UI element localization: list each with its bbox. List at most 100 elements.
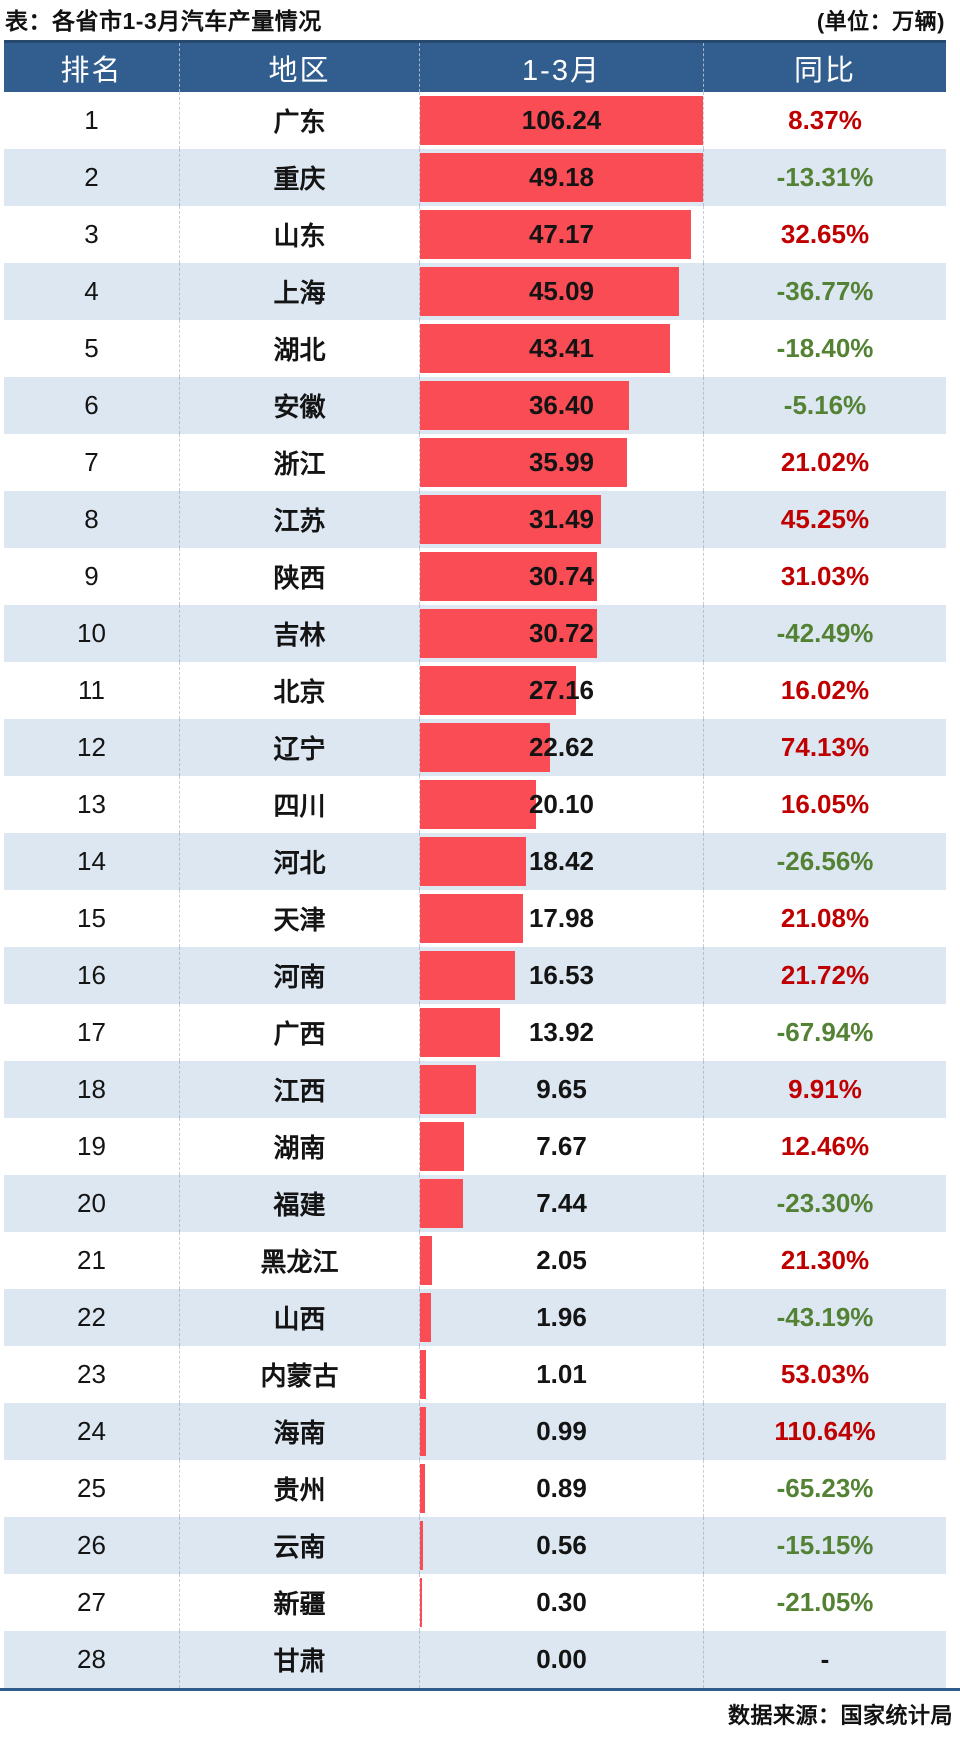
region-cell: 内蒙古 [179,1346,419,1403]
yoy-cell: 110.64% [703,1403,946,1460]
table-row: 21 黑龙江 2.05 21.30% [4,1232,946,1289]
col-header-rank: 排名 [60,54,123,87]
rank-cell: 2 [84,162,99,192]
table-row: 8 江苏 31.49 45.25% [4,491,946,548]
region-cell: 新疆 [179,1574,419,1631]
yoy-cell: 9.91% [703,1061,946,1118]
value-bar [420,1236,432,1285]
value-label: 22.62 [528,732,595,762]
value-label: 9.65 [536,1074,587,1104]
table-row: 23 内蒙古 1.01 53.03% [4,1346,946,1403]
value-cell: 47.17 [419,206,703,263]
value-cell: 2.05 [419,1232,703,1289]
region-cell: 重庆 [179,149,419,206]
region-cell: 山西 [179,1289,419,1346]
value-bar [420,1122,465,1171]
yoy-cell: 16.05% [703,776,946,833]
value-bar [420,210,692,259]
value-bar [420,609,597,658]
rank-cell: 18 [77,1074,106,1104]
region-cell: 湖北 [179,320,419,377]
table-body: 1 广东 106.24 8.37% 2 重庆 49.18 -13.31% 3 山… [4,92,946,1688]
value-bar [420,1464,426,1513]
unit-label: (单位：万辆) [816,9,945,34]
rank-cell: 25 [77,1473,106,1503]
value-bar [420,153,703,202]
value-label: 30.74 [528,561,595,591]
table-row: 15 天津 17.98 21.08% [4,890,946,947]
value-bar [420,723,551,772]
yoy-cell: -42.49% [703,605,946,662]
value-cell: 20.10 [419,776,703,833]
rank-cell: 14 [77,846,106,876]
region-cell: 天津 [179,890,419,947]
rank-cell: 19 [77,1131,106,1161]
rank-cell: 17 [77,1017,106,1047]
value-bar [420,1578,422,1627]
table-row: 4 上海 45.09 -36.77% [4,263,946,320]
value-cell: 0.99 [419,1403,703,1460]
yoy-cell: -36.77% [703,263,946,320]
yoy-cell: 8.37% [703,92,946,149]
region-cell: 黑龙江 [179,1232,419,1289]
col-header-region: 地区 [179,43,419,92]
yoy-cell: 53.03% [703,1346,946,1403]
value-bar [420,951,516,1000]
yoy-cell: -26.56% [703,833,946,890]
table-row: 6 安徽 36.40 -5.16% [4,377,946,434]
value-label: 30.72 [528,618,595,648]
table-row: 25 贵州 0.89 -65.23% [4,1460,946,1517]
table-row: 13 四川 20.10 16.05% [4,776,946,833]
table-row: 26 云南 0.56 -15.15% [4,1517,946,1574]
yoy-cell: -18.40% [703,320,946,377]
table-row: 9 陕西 30.74 31.03% [4,548,946,605]
col-header-yoy: 同比 [703,43,946,92]
table-row: 7 浙江 35.99 21.02% [4,434,946,491]
table-row: 10 吉林 30.72 -42.49% [4,605,946,662]
value-label: 20.10 [528,789,595,819]
yoy-cell: -5.16% [703,377,946,434]
region-cell: 安徽 [179,377,419,434]
value-cell: 0.56 [419,1517,703,1574]
rank-cell: 10 [77,618,106,648]
rank-cell: 15 [77,903,106,933]
table-row: 11 北京 27.16 16.02% [4,662,946,719]
value-label: 35.99 [528,447,595,477]
value-cell: 7.67 [419,1118,703,1175]
value-cell: 0.00 [419,1631,703,1688]
region-cell: 贵州 [179,1460,419,1517]
value-label: 0.30 [536,1587,587,1617]
table-row: 3 山东 47.17 32.65% [4,206,946,263]
region-cell: 广西 [179,1004,419,1061]
yoy-cell: 21.02% [703,434,946,491]
rank-cell: 27 [77,1587,106,1617]
region-cell: 江西 [179,1061,419,1118]
value-cell: 13.92 [419,1004,703,1061]
value-label: 7.67 [536,1131,587,1161]
rank-cell: 9 [84,561,99,591]
yoy-cell: 45.25% [703,491,946,548]
value-label: 2.05 [536,1245,587,1275]
value-cell: 17.98 [419,890,703,947]
value-bar [420,438,628,487]
table-row: 17 广西 13.92 -67.94% [4,1004,946,1061]
value-cell: 0.30 [419,1574,703,1631]
rank-cell: 5 [84,333,99,363]
value-cell: 45.09 [419,263,703,320]
value-bar [420,267,680,316]
value-label: 36.40 [528,390,595,420]
value-bar [420,1350,426,1399]
value-cell: 31.49 [419,491,703,548]
value-cell: 22.62 [419,719,703,776]
value-bar [420,1179,463,1228]
rank-cell: 23 [77,1359,106,1389]
value-cell: 36.40 [419,377,703,434]
table-row: 20 福建 7.44 -23.30% [4,1175,946,1232]
region-cell: 河南 [179,947,419,1004]
yoy-cell: 21.08% [703,890,946,947]
rank-cell: 11 [78,675,105,705]
value-label: 31.49 [528,504,595,534]
region-cell: 湖南 [179,1118,419,1175]
rank-cell: 24 [77,1416,106,1446]
table-row: 24 海南 0.99 110.64% [4,1403,946,1460]
